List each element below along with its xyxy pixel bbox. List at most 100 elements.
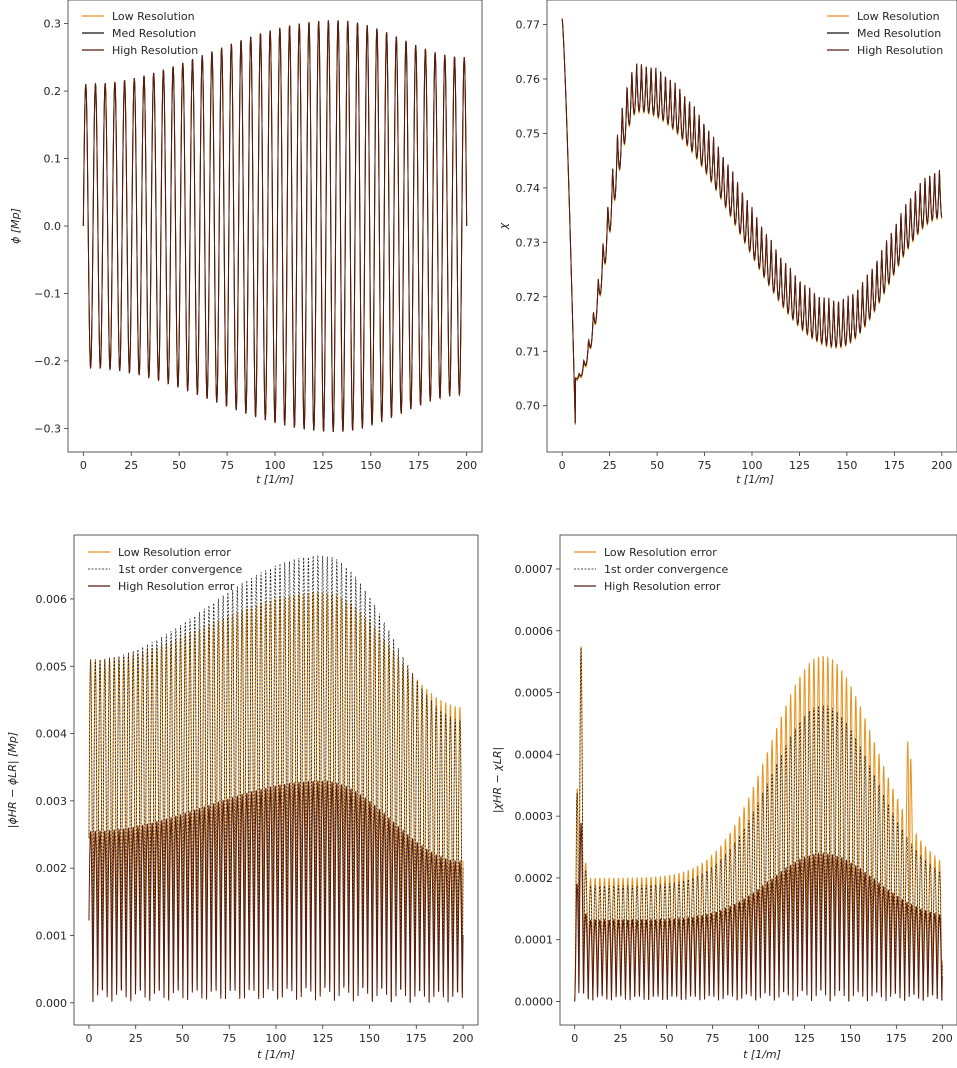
y-tick-label: 0.0004 [515,748,554,761]
y-tick-label: 0.77 [516,19,541,32]
phi-plot-area [82,20,468,433]
y-tick-label: 0.71 [516,345,541,358]
x-tick-label: 200 [932,1032,953,1045]
x-tick-label: 150 [840,1032,861,1045]
x-tick-label: 25 [124,459,138,472]
series-line-high-resolution-error [88,780,464,1003]
x-tick-label: 0 [80,459,87,472]
y-tick-label: 0.0005 [515,687,554,700]
y-tick-label: 0.0007 [515,563,554,576]
legend-label: Med Resolution [112,27,196,40]
y-tick-label: 0.0002 [515,872,554,885]
x-tick-label: 175 [406,1032,427,1045]
chi-error-panel: 0 25 50 75 100 125 150 175 200 0.0000 0.0001 0.0002… [491,534,957,1061]
x-tick-label: 125 [794,1032,815,1045]
x-tick-label: 125 [312,1032,333,1045]
x-tick-label: 25 [614,1032,628,1045]
x-tick-label: 150 [359,1032,380,1045]
y-tick-label: 0.001 [36,929,68,942]
legend-label: High Resolution error [118,580,235,593]
series-line-high-resolution [561,18,943,423]
series-line-low-resolution [82,20,468,432]
chi-legend: Low Resolution Med Resolution High Resolut… [827,10,943,57]
legend-label: Low Resolution error [118,546,231,559]
chi-error-x-axis-label: t [1/m] [743,1048,781,1061]
phi-error-plot-area [88,555,464,1003]
legend-label: Med Resolution [857,27,941,40]
x-tick-label: 125 [312,459,333,472]
phi-panel: 0 25 50 75 100 125 150 175 200 −0.3 −0.2 −0.1 0.0 0.1… [9,0,483,486]
y-tick-label: −0.3 [34,422,61,435]
y-tick-label: 0.0000 [515,996,554,1009]
x-tick-label: 75 [222,1032,236,1045]
chi-panel: 0 25 50 75 100 125 150 175 200 0.70 0.71 0.72 0.73 0.… [497,0,957,486]
x-tick-label: 75 [220,459,234,472]
y-tick-label: 0.006 [36,593,68,606]
chi-y-axis-label: χ [497,222,510,230]
x-tick-label: 175 [408,459,429,472]
y-tick-label: 0.76 [516,73,541,86]
y-tick-label: 0.0 [44,220,62,233]
x-tick-label: 50 [660,1032,674,1045]
phi-error-panel: 0 25 50 75 100 125 150 175 200 0.000 0.001 0.002 0.0… [6,534,479,1061]
legend-label: High Resolution error [604,580,721,593]
chi-error-y-axis-label: |χHR − χLR| [491,747,504,813]
y-tick-label: 0.2 [44,85,62,98]
legend-label: 1st order convergence [118,563,242,576]
y-tick-label: 0.0003 [515,810,554,823]
y-tick-label: 0.000 [36,997,68,1010]
y-tick-label: 0.75 [516,127,541,140]
series-line-med-resolution [82,20,468,433]
chi-ticks: 0 25 50 75 100 125 150 175 200 0.70 0.71 0.72 0.73 0.… [516,19,953,472]
y-tick-label: 0.1 [44,153,62,166]
chi-error-plot-area [574,645,943,1002]
x-tick-label: 125 [789,459,810,472]
series-line-high-resolution [82,20,468,433]
phi-error-legend: Low Resolution error 1st order convergenc… [88,546,242,593]
y-tick-label: 0.0006 [515,625,554,638]
phi-legend: Low Resolution Med Resolution High Resolut… [82,10,198,57]
x-tick-label: 75 [706,1032,720,1045]
x-tick-label: 50 [650,459,664,472]
chi-plot-area [561,18,943,426]
y-tick-label: −0.1 [34,287,61,300]
x-tick-label: 0 [559,459,566,472]
legend-label: 1st order convergence [604,563,728,576]
phi-error-y-axis-label: |ϕHR − ϕLR| [Mp] [6,732,19,828]
x-tick-label: 0 [571,1032,578,1045]
x-tick-label: 100 [266,1032,287,1045]
y-tick-label: 0.73 [516,236,541,249]
x-tick-label: 25 [129,1032,143,1045]
x-tick-label: 50 [175,1032,189,1045]
x-tick-label: 200 [453,1032,474,1045]
x-tick-label: 50 [172,459,186,472]
y-tick-label: 0.005 [36,660,68,673]
x-tick-label: 150 [836,459,857,472]
legend-label: Low Resolution [857,10,940,23]
chi-x-axis-label: t [1/m] [736,473,774,486]
y-tick-label: 0.002 [36,862,68,875]
y-tick-label: 0.0001 [515,934,554,947]
x-tick-label: 100 [748,1032,769,1045]
y-tick-label: 0.72 [516,291,541,304]
legend-label: High Resolution [112,44,198,57]
y-tick-label: 0.004 [36,728,68,741]
x-tick-label: 200 [931,459,952,472]
phi-error-x-axis-label: t [1/m] [257,1048,295,1061]
legend-label: Low Resolution error [604,546,717,559]
x-tick-label: 175 [886,1032,907,1045]
series-line-high-resolution-error [574,822,943,1002]
x-tick-label: 175 [884,459,905,472]
phi-y-axis-label: ϕ [Mp] [9,208,22,244]
y-tick-label: 0.3 [44,18,62,31]
phi-ticks: 0 25 50 75 100 125 150 175 200 −0.3 −0.2 −0.1 0.0 0.1… [34,18,477,472]
x-tick-label: 25 [603,459,617,472]
phi-x-axis-label: t [1/m] [256,473,294,486]
chi-error-ticks: 0 25 50 75 100 125 150 175 200 0.0000 0.0001 0.0002… [515,563,953,1045]
y-tick-label: 0.74 [516,182,541,195]
y-tick-label: 0.003 [36,795,68,808]
y-tick-label: 0.70 [516,400,541,413]
legend-label: Low Resolution [112,10,195,23]
chi-error-legend: Low Resolution error 1st order convergenc… [574,546,728,593]
